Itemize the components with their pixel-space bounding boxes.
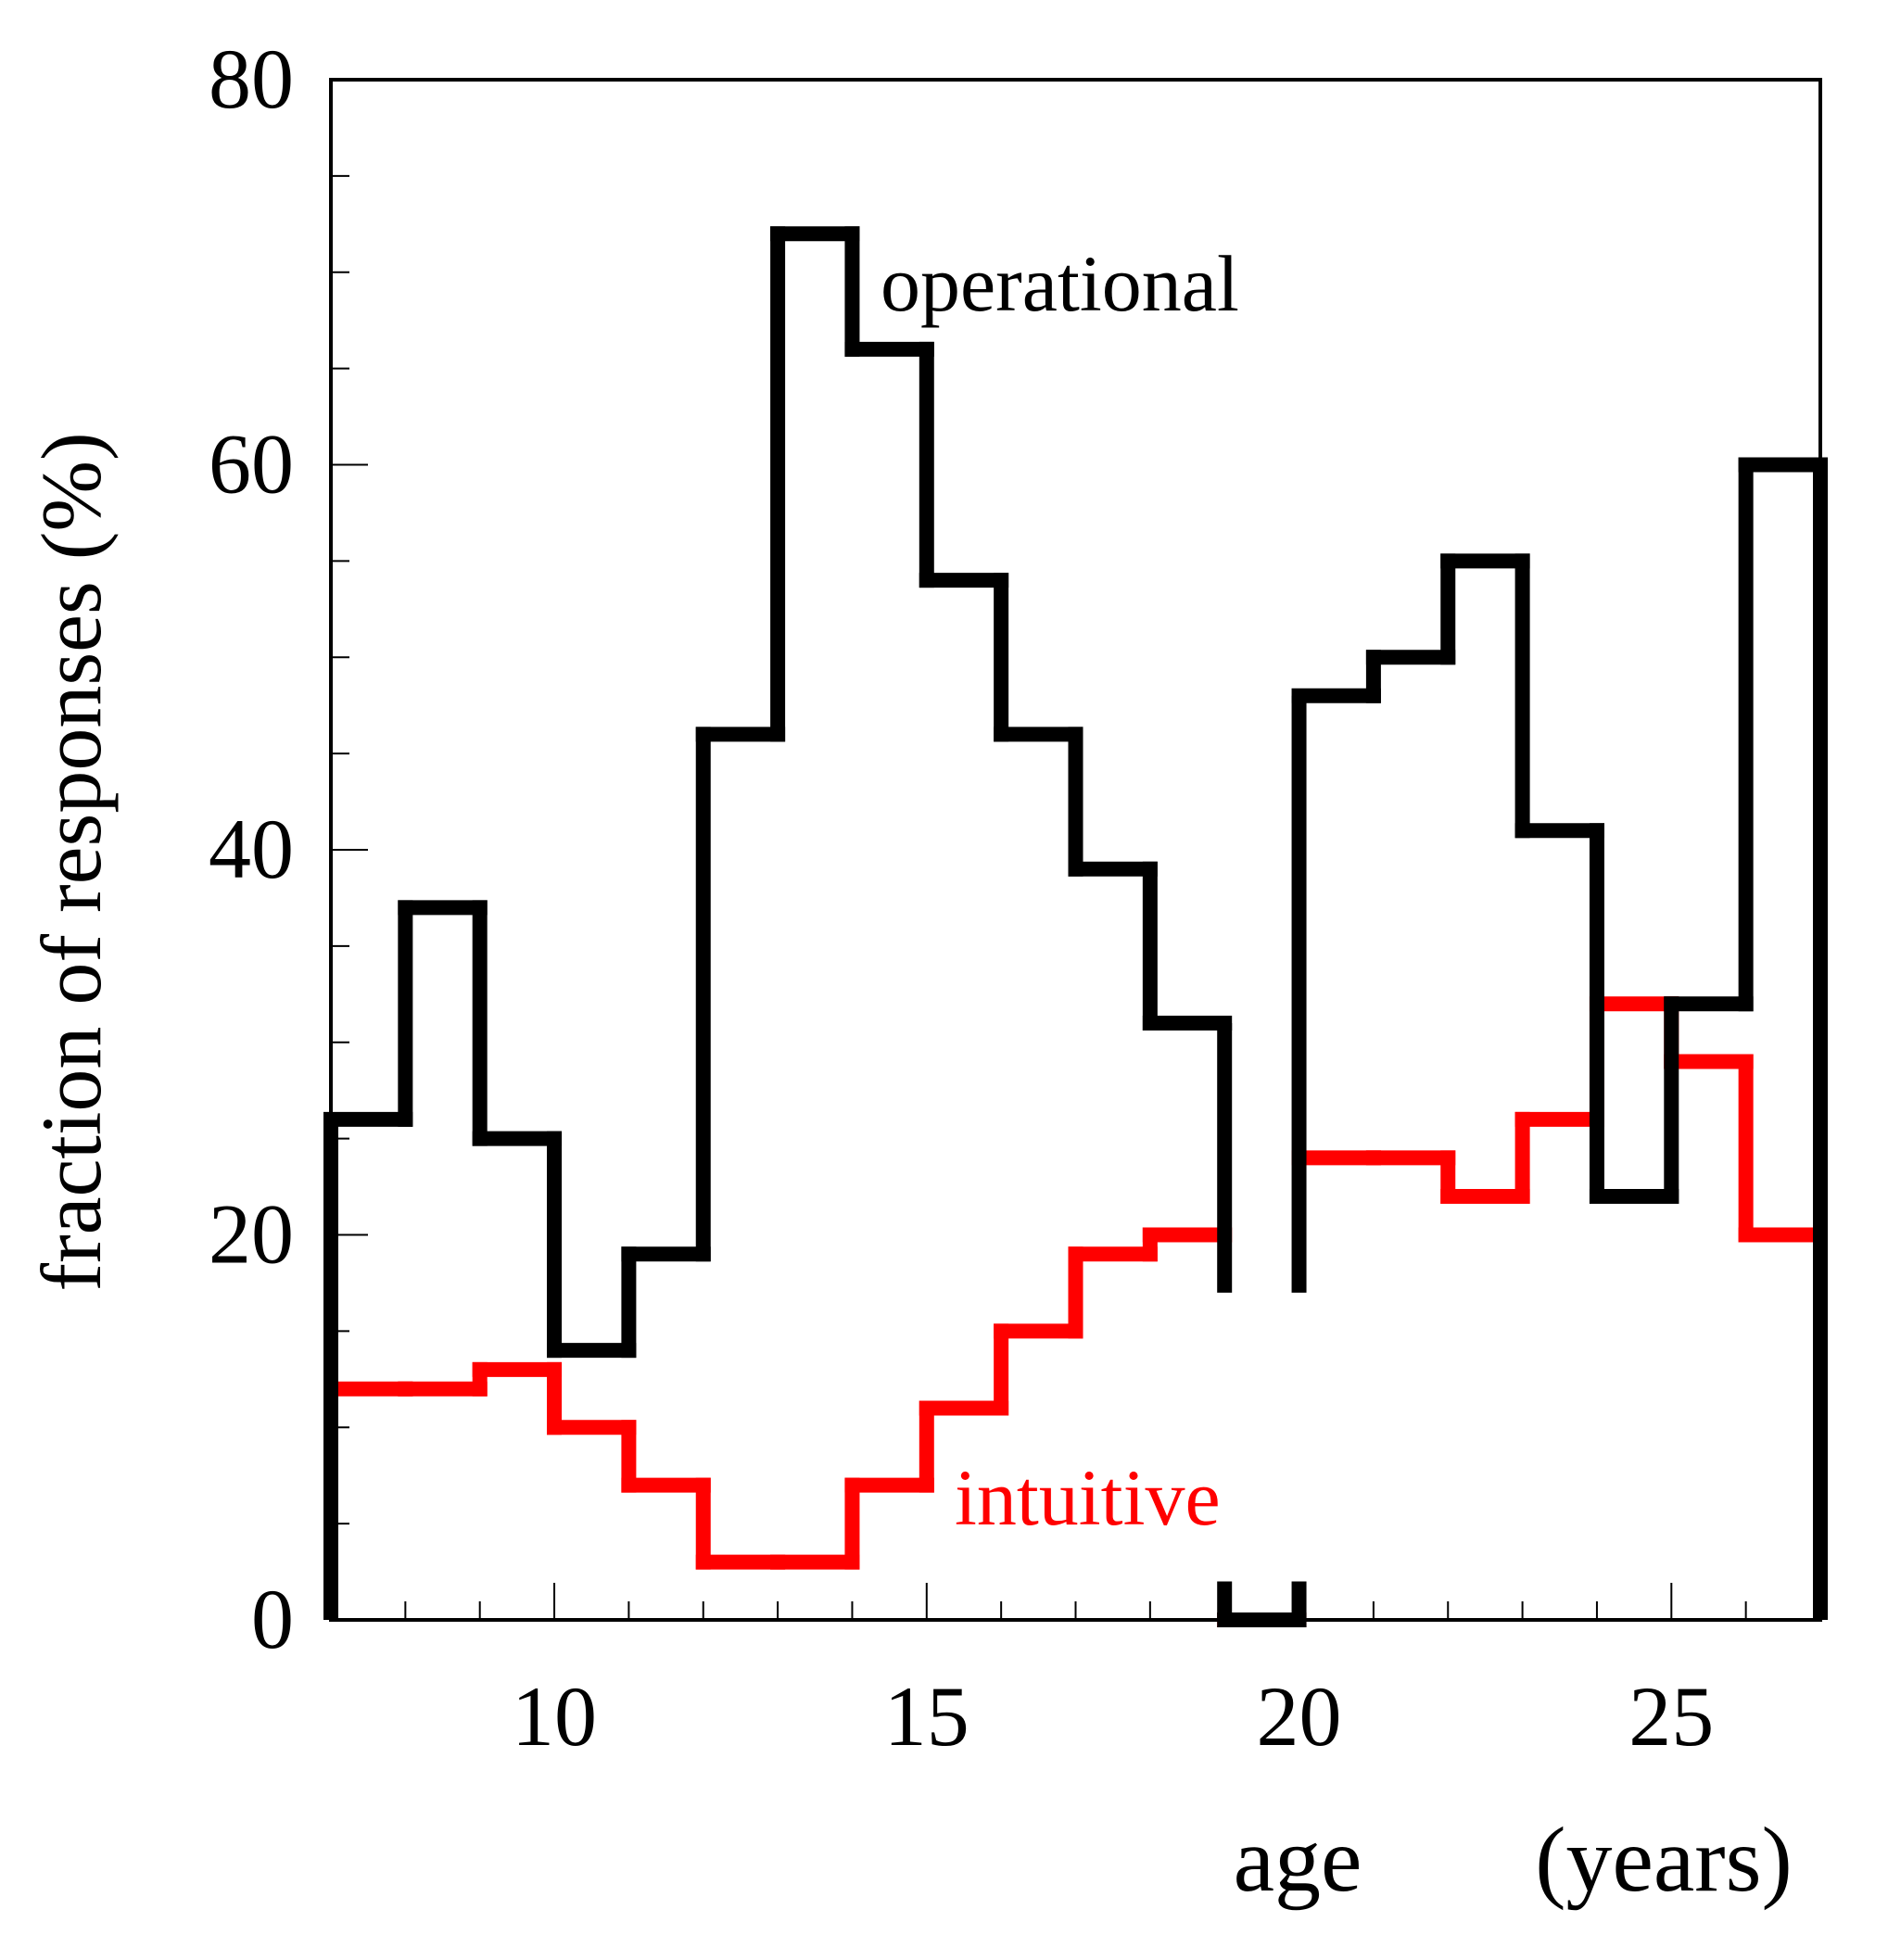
- x-tick-label-15: 15: [884, 1669, 969, 1764]
- series-label-operational: operational: [881, 239, 1239, 328]
- y-tick-label-20: 20: [209, 1187, 294, 1282]
- y-tick-label-80: 80: [209, 32, 294, 126]
- x-axis-label: age: [1234, 1808, 1362, 1911]
- y-tick-label-0: 0: [251, 1572, 294, 1666]
- y-tick-label-60: 60: [209, 417, 294, 512]
- x-tick-label-10: 10: [512, 1669, 597, 1764]
- series-label-intuitive: intuitive: [955, 1453, 1221, 1542]
- x-tick-label-20: 20: [1257, 1669, 1342, 1764]
- x-tick-label-25: 25: [1628, 1669, 1714, 1764]
- labels-group: 0 20 40 60 80 10 15 20 25 age (years) fraction of r…: [24, 32, 1793, 1911]
- axes-group: [329, 78, 1822, 1622]
- y-tick-label-40: 40: [209, 802, 294, 896]
- x-axis-units-label: (years): [1535, 1808, 1793, 1911]
- y-axis-label: fraction of responses (%): [24, 432, 119, 1291]
